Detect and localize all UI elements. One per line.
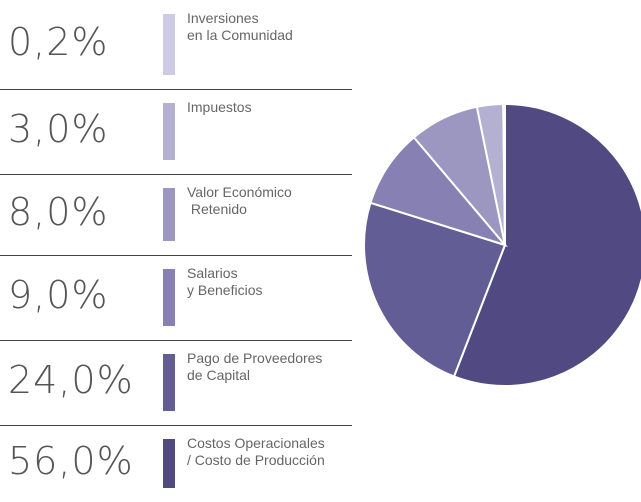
legend-swatch — [163, 103, 175, 160]
value-label: 0,2% — [8, 19, 109, 64]
legend-swatch — [163, 354, 175, 411]
legend-label: Impuestos — [187, 99, 252, 115]
value-label: 56,0% — [8, 438, 134, 483]
legend-label: Salarios y Beneficios — [187, 265, 263, 298]
legend-swatch — [163, 439, 175, 488]
value-label: 8,0% — [8, 189, 109, 234]
legend-swatch — [163, 269, 175, 326]
legend-label: Inversiones en la Comunidad — [187, 10, 293, 43]
separator — [0, 425, 352, 426]
legend-label: Costos Operacionales / Costo de Producci… — [187, 435, 325, 468]
pie-slice — [502, 102, 506, 246]
separator — [0, 89, 352, 90]
pie-slice — [363, 201, 507, 378]
separator — [0, 174, 352, 175]
legend-label: Valor Económico Retenido — [187, 184, 292, 217]
value-label: 9,0% — [8, 272, 109, 317]
legend-label: Pago de Proveedores de Capital — [187, 350, 323, 383]
legend-swatch — [163, 188, 175, 241]
pie-slice — [452, 102, 641, 387]
separator — [0, 255, 352, 256]
value-label: 24,0% — [8, 357, 134, 402]
legend-swatch — [163, 14, 175, 75]
separator — [0, 340, 352, 341]
pie-slice — [369, 135, 508, 247]
value-label: 3,0% — [8, 106, 109, 151]
